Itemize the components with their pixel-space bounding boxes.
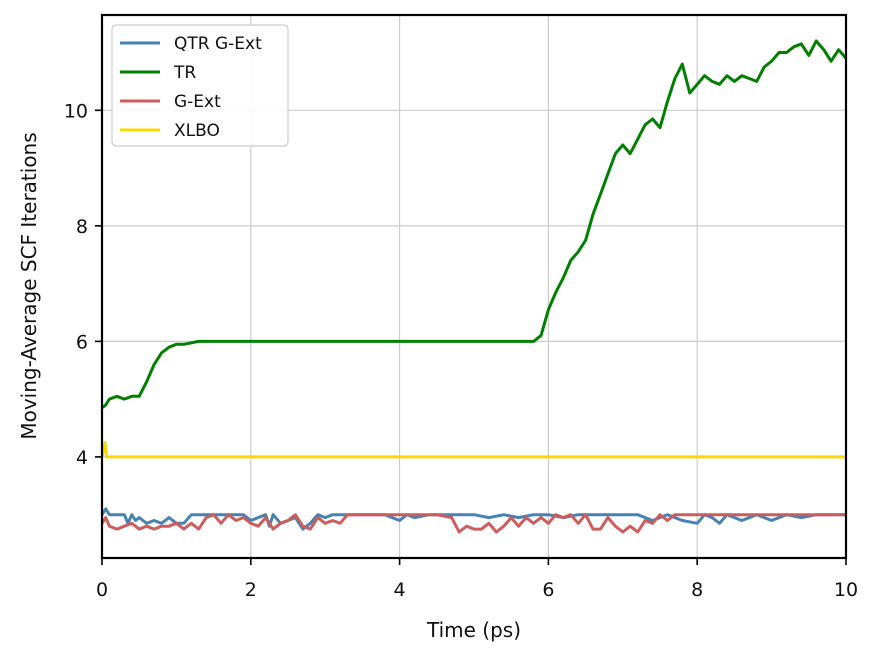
x-axis-title: Time (ps)	[426, 618, 521, 642]
legend-label: G-Ext	[174, 92, 221, 112]
series-line-xlbo	[102, 441, 846, 459]
series-layer	[102, 39, 846, 534]
axis-ticks: 0 2 4 6 8 10 4 6 8 10	[64, 100, 858, 601]
x-tick-label: 4	[394, 579, 406, 601]
legend: QTR G-Ext TR G-Ext XLBO	[111, 24, 289, 147]
x-tick-label: 8	[691, 579, 703, 601]
legend-label: XLBO	[174, 121, 220, 141]
y-tick-label: 10	[64, 100, 88, 122]
series-line-g-ext	[102, 513, 846, 534]
y-tick-label: 6	[76, 331, 88, 353]
x-tick-label: 2	[245, 579, 257, 601]
y-tick-label: 4	[76, 447, 88, 469]
plot-frame	[100, 13, 848, 560]
legend-label: QTR G-Ext	[174, 34, 262, 54]
x-tick-label: 6	[542, 579, 554, 601]
legend-box	[111, 24, 289, 147]
legend-label: TR	[173, 63, 196, 83]
y-axis-title: Moving-Average SCF Iterations	[17, 132, 41, 439]
x-tick-label: 10	[834, 579, 858, 601]
y-tick-label: 8	[76, 216, 88, 238]
x-tick-label: 0	[96, 579, 108, 601]
series-line-tr	[102, 39, 846, 409]
